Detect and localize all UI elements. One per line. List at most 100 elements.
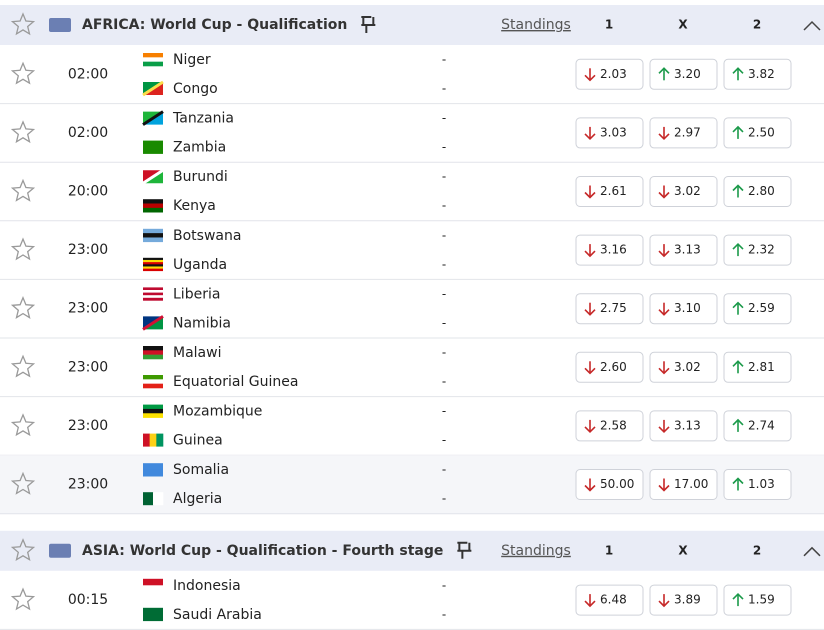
odds-value: 2.50 — [748, 125, 775, 139]
trend-arrow — [584, 600, 596, 608]
odds-value: 2.74 — [748, 418, 775, 432]
flag — [143, 140, 163, 146]
score: - — [442, 228, 446, 242]
favorite-star[interactable] — [10, 413, 36, 437]
favorite-star[interactable] — [10, 12, 36, 36]
odds-button[interactable] — [649, 351, 718, 383]
odds-button[interactable] — [723, 293, 792, 325]
flag — [143, 290, 163, 293]
favorite-star[interactable] — [10, 587, 36, 611]
trend-arrow — [584, 250, 596, 258]
score: - — [442, 170, 446, 184]
odds-value: 17.00 — [674, 477, 708, 491]
flag — [143, 264, 163, 267]
odds-button[interactable] — [649, 176, 718, 207]
odds-button[interactable] — [575, 469, 644, 500]
trend-arrow — [584, 484, 596, 492]
flag — [143, 149, 163, 154]
odds-button[interactable] — [575, 293, 644, 325]
favorite-star[interactable] — [10, 61, 36, 85]
team-name: Tanzania — [172, 111, 234, 127]
pin-icon[interactable] — [457, 541, 472, 559]
odds-button[interactable] — [723, 234, 792, 266]
odds-button[interactable] — [723, 117, 792, 149]
favorite-star[interactable] — [10, 354, 36, 378]
odds-button[interactable] — [649, 234, 718, 266]
flag — [143, 257, 163, 261]
score: - — [442, 111, 446, 125]
odds-value: 3.10 — [674, 301, 701, 315]
odds-button[interactable] — [723, 584, 792, 616]
flag — [143, 578, 163, 586]
flag — [143, 614, 163, 622]
favorite-star[interactable] — [10, 296, 36, 319]
trend-arrow — [658, 67, 670, 74]
trend-arrow — [732, 360, 744, 367]
odds-column-label: 2 — [753, 543, 761, 557]
favorite-star[interactable] — [10, 178, 36, 202]
flag — [143, 266, 163, 269]
odds-button[interactable] — [723, 351, 792, 383]
odds-button[interactable] — [649, 58, 718, 90]
team-name: Algeria — [173, 491, 222, 507]
odds-button[interactable] — [575, 58, 644, 90]
odds-button[interactable] — [575, 351, 644, 383]
odds-column-label: 2 — [753, 18, 761, 32]
flag — [149, 433, 157, 447]
trend-arrow — [584, 191, 596, 199]
favorite-star[interactable] — [10, 538, 36, 562]
flag — [143, 295, 163, 299]
trend-arrow — [658, 426, 670, 434]
flag — [143, 57, 163, 62]
odds-button[interactable] — [649, 584, 718, 616]
match-time: 20:00 — [68, 184, 108, 200]
odds-button[interactable] — [723, 176, 792, 207]
favorite-star[interactable] — [10, 237, 36, 261]
match-time: 23:00 — [68, 418, 108, 434]
flag — [143, 207, 163, 213]
flag — [143, 346, 163, 351]
standings-link[interactable]: Standings — [501, 17, 571, 33]
trend-arrow — [732, 67, 744, 74]
trend-arrow — [584, 133, 596, 141]
favorite-star[interactable] — [10, 120, 36, 144]
flag — [142, 168, 164, 185]
odds-value: 3.13 — [674, 418, 701, 432]
odds-button[interactable] — [575, 176, 644, 207]
favorite-star[interactable] — [10, 471, 36, 495]
flag — [143, 354, 163, 360]
odds-column-label: X — [678, 543, 688, 557]
odds-column-label: 1 — [605, 18, 613, 32]
odds-button[interactable] — [723, 410, 792, 442]
competition-title: AFRICA: World Cup - Qualification — [82, 17, 347, 33]
odds-button[interactable] — [575, 584, 644, 616]
match-time: 02:00 — [68, 66, 108, 82]
flag — [143, 203, 163, 209]
odds-button[interactable] — [649, 410, 718, 442]
collapse-chevron[interactable] — [803, 20, 821, 31]
odds-button[interactable] — [575, 410, 644, 442]
odds-button[interactable] — [723, 469, 792, 500]
flag — [143, 408, 163, 414]
trend-arrow — [658, 309, 670, 316]
trend-arrow — [658, 600, 670, 608]
team-name: Kenya — [173, 198, 216, 214]
match-time: 02:00 — [68, 125, 108, 141]
odds-button[interactable] — [575, 234, 644, 266]
odds-button[interactable] — [649, 469, 718, 500]
trend-arrow — [584, 426, 596, 434]
pin-icon[interactable] — [361, 16, 376, 33]
odds-value: 2.59 — [748, 301, 775, 315]
odds-value: 50.00 — [600, 477, 634, 491]
flag — [143, 607, 163, 615]
odds-button[interactable] — [649, 293, 718, 325]
flag — [143, 237, 163, 243]
collapse-chevron[interactable] — [803, 546, 821, 557]
odds-button[interactable] — [649, 117, 718, 149]
flag — [142, 110, 164, 126]
odds-button[interactable] — [575, 117, 644, 149]
odds-button[interactable] — [723, 58, 792, 90]
flag — [143, 413, 163, 418]
standings-link[interactable]: Standings — [501, 543, 571, 559]
